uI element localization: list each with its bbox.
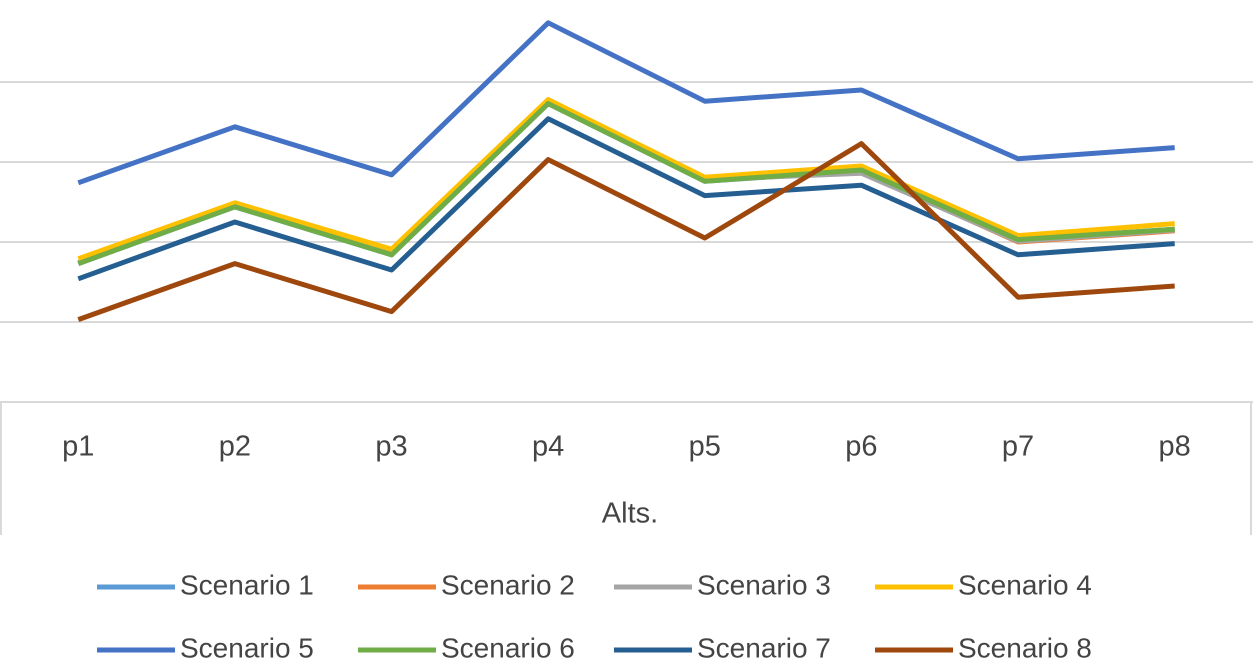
x-axis-label: Alts. (602, 498, 658, 530)
series-line (77, 97, 1175, 262)
legend-label: Scenario 1 (180, 569, 314, 600)
legend-label: Scenario 8 (958, 632, 1092, 663)
series-line (77, 141, 1175, 322)
series-line (77, 116, 1175, 282)
legend-label: Scenario 5 (180, 632, 314, 663)
x-tick-label: p5 (689, 431, 721, 463)
x-tick-label: p4 (532, 431, 564, 463)
legend-label: Scenario 6 (441, 632, 575, 663)
x-tick-label: p3 (375, 431, 407, 463)
x-tick-label: p1 (62, 431, 94, 463)
legend-label: Scenario 7 (697, 632, 831, 663)
x-tick-label: p8 (1159, 431, 1191, 463)
x-tick-label: p2 (219, 431, 251, 463)
legend-label: Scenario 3 (697, 569, 831, 600)
legend-label: Scenario 2 (441, 569, 575, 600)
legend-label: Scenario 4 (958, 569, 1092, 600)
series-line (77, 101, 1175, 266)
series-line (77, 20, 1175, 186)
x-tick-label: p7 (1002, 431, 1034, 463)
x-tick-label: p6 (845, 431, 877, 463)
